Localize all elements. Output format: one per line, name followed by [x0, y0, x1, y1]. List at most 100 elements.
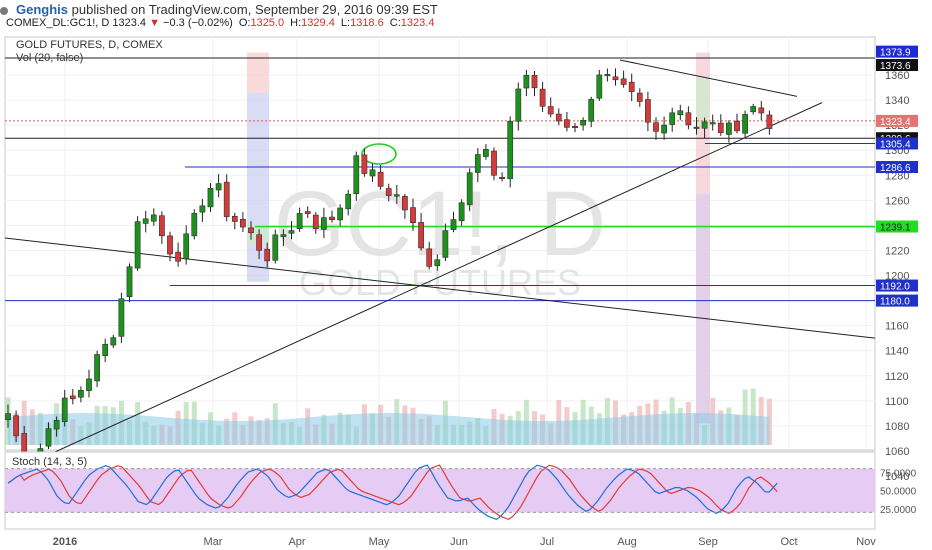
candle	[256, 234, 262, 251]
time-axis[interactable]: 2016 Mar Apr May Jun Jul Aug Sep Oct Nov	[53, 536, 877, 548]
price-tick-label: 1160	[885, 321, 909, 333]
price-tick-label: 1060	[885, 446, 909, 458]
candle	[13, 415, 19, 437]
watermark-symbol: GC1!, D	[274, 173, 606, 275]
author-link[interactable]: Genghis	[16, 2, 69, 17]
high-value: 1329.4	[301, 17, 335, 29]
open-value: 1325.0	[250, 17, 285, 29]
upper-wedge-line	[619, 59, 798, 97]
price-tag	[876, 114, 918, 127]
candle	[491, 150, 497, 176]
candle	[499, 176, 505, 179]
stoch-d-line	[7, 464, 778, 520]
price-tag	[876, 294, 918, 307]
candle	[175, 251, 181, 262]
candle	[159, 215, 165, 237]
candle	[450, 219, 457, 230]
stoch-band	[5, 468, 875, 513]
price-tag-label: 1286.6	[880, 163, 911, 174]
price-tick-label: 1100	[885, 396, 909, 408]
candle	[677, 110, 684, 116]
candle	[669, 112, 676, 125]
stoch-label: Stoch (14, 3, 5)	[12, 456, 87, 468]
candle	[142, 218, 149, 224]
candle	[653, 122, 659, 132]
candle	[183, 233, 190, 260]
price-tag-label: 1192.0	[880, 282, 910, 293]
price-tag	[876, 161, 918, 174]
price-tag-label: 1373.9	[880, 48, 911, 59]
candle	[223, 181, 230, 217]
price-tags: 1373.91373.61323.41309.61305.41286.61239…	[876, 45, 918, 308]
price-axis[interactable]: 1040106010801100112011401160118012001220…	[885, 70, 909, 483]
candle	[337, 207, 343, 221]
candle	[474, 154, 481, 173]
low-value: 1318.6	[350, 17, 384, 29]
falling-trendline	[4, 237, 876, 339]
candle	[717, 122, 724, 133]
price-tick-label: 1340	[885, 95, 909, 107]
price-tag-label: 1323.4	[880, 117, 911, 128]
candle	[288, 230, 295, 234]
price-tag	[876, 279, 918, 292]
candle	[410, 207, 416, 223]
highlight-ellipse	[361, 143, 397, 165]
candle	[377, 171, 384, 187]
open-label: O:	[238, 17, 251, 29]
volume-label: Vol (20, false)	[16, 52, 83, 64]
zone-march-red	[247, 52, 269, 93]
candle	[329, 216, 335, 220]
candle	[272, 234, 279, 261]
time-tick-label: Aug	[617, 536, 637, 548]
candle	[709, 122, 716, 125]
stoch-axis: 25.0000 50.0000 75.0000	[5, 468, 917, 516]
candle	[69, 395, 76, 400]
candle	[483, 149, 489, 157]
candle	[572, 126, 578, 129]
candle	[361, 154, 368, 174]
price-tick-label: 1040	[885, 471, 909, 483]
candle	[86, 378, 92, 391]
candle	[61, 397, 68, 422]
time-tick-label: Jul	[540, 536, 554, 548]
candle	[369, 169, 376, 177]
candle	[191, 213, 198, 237]
candle	[321, 217, 327, 230]
candle	[402, 196, 408, 211]
candle	[264, 248, 271, 262]
candle	[580, 119, 586, 126]
candle	[612, 76, 619, 81]
rising-trendline	[4, 102, 823, 476]
candle	[45, 428, 52, 447]
highlight-zones	[247, 52, 710, 424]
candle	[94, 354, 100, 382]
candle	[442, 230, 449, 258]
candle	[280, 234, 287, 237]
candle	[118, 298, 125, 337]
price-tick-label: 1260	[885, 195, 909, 207]
candle	[304, 211, 311, 215]
price-tag	[876, 220, 918, 233]
candle	[742, 114, 748, 134]
candle	[620, 78, 627, 85]
time-tick-label: Apr	[288, 536, 305, 548]
zone-sept-green	[696, 77, 710, 126]
candle	[434, 259, 441, 267]
candle	[78, 389, 84, 398]
candle	[110, 337, 117, 346]
candle	[564, 119, 570, 128]
candle	[661, 124, 667, 134]
symbol-header: COMEX_DL:GC1!, D 1323.4 ▼ −0.3 (−0.02%) …	[6, 16, 434, 31]
time-tick-label: Mar	[204, 536, 223, 548]
published-text: published on TradingView.com, September …	[71, 2, 438, 17]
candle	[150, 214, 157, 222]
price-tag-label: 1180.0	[880, 297, 910, 308]
candle	[588, 99, 595, 122]
time-tick-label: 2016	[53, 536, 77, 548]
symbol-name: COMEX_DL:GC1!, D	[6, 17, 110, 29]
candle	[547, 106, 554, 115]
candle	[134, 221, 141, 269]
main-pane[interactable]	[4, 36, 876, 451]
candle	[458, 202, 465, 222]
